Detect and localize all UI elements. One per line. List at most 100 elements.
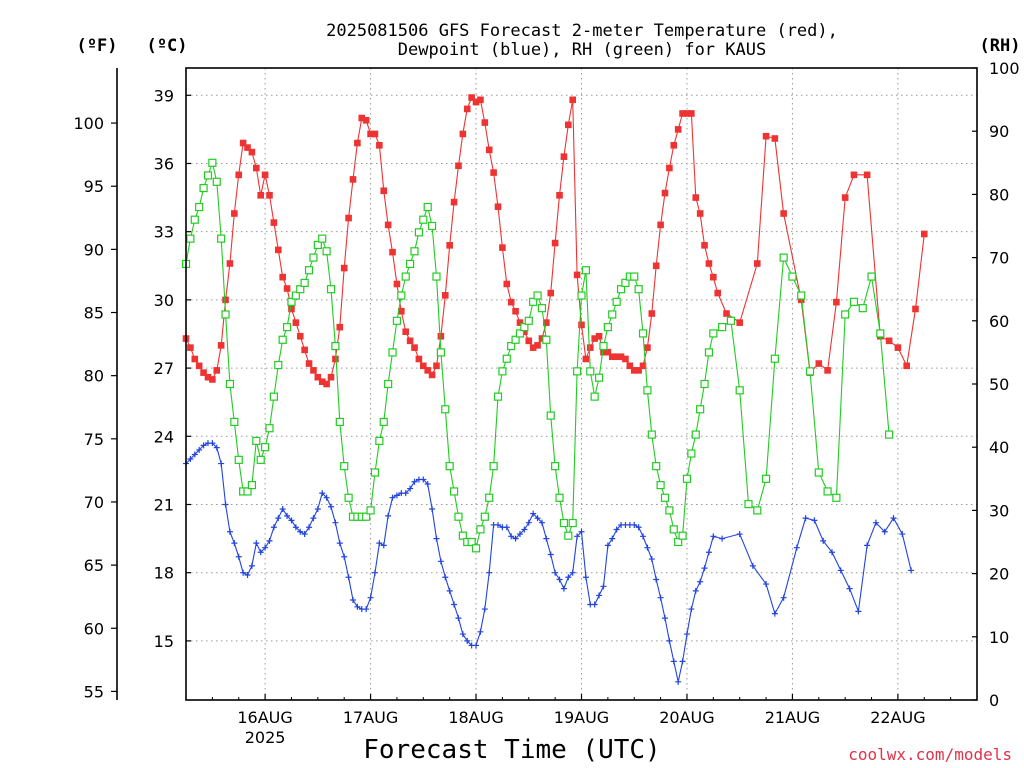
rh-point xyxy=(441,405,450,414)
dewpoint-point xyxy=(196,446,203,453)
dewpoint-point xyxy=(200,442,207,449)
celsius-tick-label: 18 xyxy=(154,564,174,583)
temperature-point xyxy=(406,337,414,345)
rh-point xyxy=(498,367,507,376)
temperature-point xyxy=(253,164,260,172)
rh-point xyxy=(630,272,639,281)
temperature-point xyxy=(701,242,708,249)
rh-axis: 0 10 20 30 40 50 60 70 80 90 100 xyxy=(972,59,1020,710)
temperature-point xyxy=(525,337,533,345)
rh-point xyxy=(788,272,797,281)
dewpoint-point xyxy=(560,585,567,592)
rh-point xyxy=(318,234,327,243)
dewpoint-point xyxy=(429,506,436,513)
dewpoint-point xyxy=(569,569,576,576)
temperature-point xyxy=(648,310,656,317)
temperature-point xyxy=(248,148,256,156)
rh-point xyxy=(471,544,481,553)
temperature-point xyxy=(424,367,431,374)
rh-point xyxy=(621,278,630,287)
temperature-point xyxy=(499,244,506,251)
dewpoint-point xyxy=(648,556,655,563)
temperature-point xyxy=(327,373,335,381)
rh-point xyxy=(467,537,476,547)
dewpoint-point xyxy=(780,594,787,601)
fahrenheit-tick-label: 90 xyxy=(84,240,104,259)
rh-point xyxy=(379,417,388,427)
temperature-point xyxy=(674,126,682,133)
temperature-point xyxy=(384,221,392,229)
fahrenheit-tick-label: 75 xyxy=(84,430,104,449)
dewpoint-point xyxy=(292,524,299,531)
temperature-point xyxy=(503,280,511,288)
rh-tick-label: 0 xyxy=(989,691,999,710)
dewpoint-point xyxy=(464,637,471,644)
dewpoint-point xyxy=(279,506,286,513)
dewpoint-point xyxy=(481,606,488,613)
rh-point xyxy=(234,455,243,464)
dewpoint-point xyxy=(855,608,862,615)
temperature-point xyxy=(420,362,427,370)
dewpoint-point xyxy=(503,524,510,531)
dewpoint-point xyxy=(631,521,638,528)
temperature-point xyxy=(283,285,291,292)
rh-point xyxy=(660,493,670,502)
temperature-point xyxy=(551,239,559,247)
temperature-point xyxy=(850,171,858,179)
dewpoint-point xyxy=(534,515,541,522)
rh-point xyxy=(203,171,213,180)
rh-point xyxy=(876,329,885,338)
rh-point xyxy=(375,436,384,445)
dewpoint-point xyxy=(231,540,238,547)
rh-point xyxy=(261,443,270,452)
temperature-point xyxy=(617,353,625,361)
temperature-point xyxy=(529,344,537,351)
dewpoint-point xyxy=(864,542,871,549)
dewpoint-series xyxy=(183,440,915,685)
temperature-point xyxy=(398,307,405,315)
dewpoint-point xyxy=(802,515,809,522)
temperature-point xyxy=(393,280,401,288)
dewpoint-point xyxy=(459,631,466,638)
rh-point xyxy=(573,367,582,376)
temperature-point xyxy=(433,362,440,370)
time-tick-label: 19AUG xyxy=(554,708,609,727)
dewpoint-point xyxy=(749,562,756,569)
temperature-point xyxy=(582,355,590,363)
temperature-point xyxy=(332,355,339,363)
temperature-point xyxy=(446,242,453,249)
rh-point xyxy=(761,474,771,483)
temperature-point xyxy=(226,260,234,267)
temperature-point xyxy=(367,130,374,138)
time-tick-label: 22AUG xyxy=(870,708,925,727)
dewpoint-point xyxy=(771,610,778,617)
rh-point xyxy=(304,266,314,275)
rh-point xyxy=(691,430,700,439)
rh-point xyxy=(322,247,331,256)
celsius-axis: 15 18 21 24 27 30 33 36 39 xyxy=(154,86,191,651)
rh-tick-label: 70 xyxy=(989,249,1009,268)
dewpoint-point xyxy=(516,531,523,538)
rh-point xyxy=(406,259,415,269)
rh-unit-label: (RH) xyxy=(980,36,1021,56)
dewpoint-point xyxy=(288,517,295,524)
dewpoint-point xyxy=(881,528,888,535)
chart-title-line-2: Dewpoint (blue), RH (green) for KAUS xyxy=(398,40,766,60)
rh-point xyxy=(832,493,841,502)
chart-title-line-1: 2025081506 GFS Forecast 2-meter Temperat… xyxy=(326,21,838,41)
temperature-point xyxy=(279,273,286,281)
celsius-tick-label: 27 xyxy=(154,359,174,378)
temperature-point xyxy=(239,139,247,147)
temperature-point xyxy=(310,367,317,374)
dewpoint-point xyxy=(240,569,247,576)
rh-point xyxy=(674,537,683,547)
dewpoint-point xyxy=(297,528,304,535)
rh-point xyxy=(564,531,573,540)
celsius-unit-label: (ºC) xyxy=(147,36,188,56)
temperature-point xyxy=(710,273,717,281)
time-tick-label: 16AUG xyxy=(237,708,292,727)
temperature-point xyxy=(666,164,673,172)
dewpoint-point xyxy=(543,535,550,542)
rh-tick-label: 10 xyxy=(989,628,1009,647)
rh-point xyxy=(559,518,569,528)
